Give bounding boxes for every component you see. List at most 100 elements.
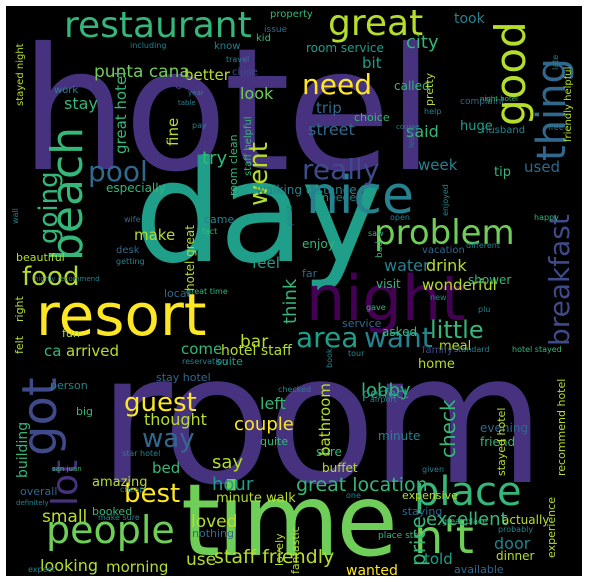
word-bathroom: bathroom [316, 383, 334, 456]
word-highly-recommend: highly recommend [34, 275, 100, 283]
word-make-sure: make sure [98, 513, 140, 522]
word-one: one [346, 491, 361, 500]
word-wonderful: wonderful [422, 276, 497, 294]
word-room-service: room service [306, 41, 384, 55]
word-city: city [406, 32, 439, 53]
word-guest: guest [124, 388, 197, 418]
word-couple: couple [234, 414, 294, 435]
word-told: told [424, 550, 453, 568]
word-feel: feel [252, 254, 280, 272]
word-felt: felt [13, 335, 26, 354]
word-course: course [396, 123, 420, 131]
word-definitely: definitely [16, 499, 49, 507]
word-ca: ca [44, 342, 62, 360]
word-home: home [418, 357, 455, 372]
word-make: make [134, 226, 176, 244]
word-bed: bed [152, 459, 181, 477]
word-used: used [524, 158, 561, 176]
word-actually: actually [502, 513, 550, 527]
word-available: available [454, 563, 504, 576]
word-san-juan: san juan [52, 465, 82, 473]
word-checked: checked [278, 385, 312, 394]
word-come: come [181, 340, 223, 358]
word-walking-distance: walking distance [256, 183, 357, 197]
word-hour: hour [212, 474, 254, 495]
word-cheap: cheap [120, 485, 145, 494]
word-know: know [214, 41, 241, 52]
word-hotel: hotel [20, 12, 434, 210]
word-resort: resort [36, 281, 207, 349]
word-left: left [260, 394, 286, 413]
word-great-location: great location [296, 474, 428, 496]
word-fact: fact [202, 227, 218, 236]
word-pool: pool [88, 155, 148, 188]
word-right: right [13, 296, 26, 322]
word-overall: overall [20, 485, 58, 498]
word-husband: husband [482, 125, 526, 136]
word-thought: thought [144, 410, 207, 429]
word-tip: tip [494, 165, 511, 180]
word-nice: nice [306, 166, 414, 226]
word-bar: bar [240, 332, 269, 352]
word-point: point [285, 205, 294, 226]
word-nt: n't [414, 510, 474, 564]
word-think: think [280, 278, 301, 324]
word-water: water [384, 256, 430, 275]
word-time: time [181, 462, 398, 576]
word-great: great [328, 6, 424, 44]
word-happy: happy [534, 213, 559, 222]
word-nothing: nothing [192, 527, 234, 540]
word-looking: looking [40, 556, 99, 575]
word-hotel-stayed: hotel stayed [512, 345, 562, 354]
word-vacation: vacation [422, 245, 465, 256]
word-tour: tour [348, 349, 365, 358]
word-morning: morning [106, 558, 169, 576]
word-staying: staying [402, 505, 443, 518]
word-little: little [430, 316, 484, 344]
word-fun: fun [62, 327, 80, 340]
word-friend: friend [480, 435, 516, 449]
word-came: came [204, 213, 235, 226]
word-open: open [390, 213, 410, 222]
word-new: new [430, 293, 447, 302]
word-huge: huge [460, 119, 493, 134]
word-night-hotel: night hotel [480, 95, 518, 103]
word-suite: suite [216, 355, 243, 368]
word-airport: airport [370, 395, 397, 404]
word-called: called [394, 79, 430, 93]
word-want: want [364, 321, 433, 354]
word-great-hotel: great hotel [112, 71, 130, 154]
word-big: big [76, 405, 94, 418]
word-buffet: buffet [322, 461, 358, 475]
word-minute: minute [378, 429, 421, 443]
word-gave: gave [366, 303, 386, 312]
word-drink: drink [426, 256, 467, 275]
word-way: way [142, 424, 195, 454]
word-ok: ok [174, 74, 194, 93]
word-table: table [178, 99, 196, 107]
word-wife: wife [124, 215, 141, 224]
word-service: service [342, 317, 382, 330]
word-said: said [406, 122, 439, 141]
word-travel: travel [226, 55, 250, 64]
word-hotel-great: hotel great [183, 225, 197, 291]
word-property: property [270, 9, 313, 20]
word-day: day [134, 132, 384, 295]
word-price: price [406, 516, 430, 566]
word-street: street [308, 120, 355, 139]
word-room: room [98, 316, 546, 525]
word-say: say [212, 452, 244, 473]
word-wanted: wanted [346, 563, 398, 576]
word-staff-friendly: staff friendly [214, 546, 335, 568]
word-restaurant: restaurant [64, 6, 252, 46]
word-problem: problem [374, 213, 515, 253]
word-amazing: amazing [92, 475, 148, 490]
word-loved: loved [191, 512, 238, 532]
word-hotel-staff: hotel staff [221, 343, 292, 359]
word-shower: shower [468, 273, 512, 287]
word-work: work [54, 85, 79, 96]
word-place: place [414, 469, 522, 515]
word-lobby: lobby [361, 380, 411, 401]
word-leave: leave [407, 126, 416, 148]
word-beautiful: beautiful [16, 251, 65, 264]
